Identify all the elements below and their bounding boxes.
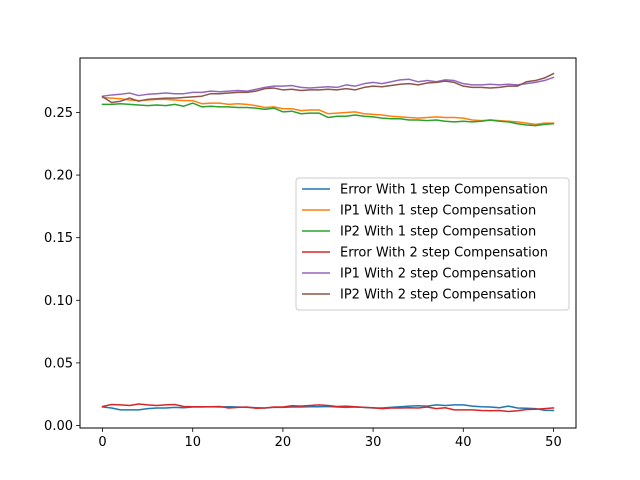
legend-label-4: Error With 2 step Compensation [340, 246, 548, 261]
legend-box [295, 177, 570, 311]
series-line-3 [101, 102, 555, 127]
legend-label-5: IP1 With 2 step Compensation [340, 267, 536, 282]
series-line-6 [101, 72, 555, 104]
series-line-1 [101, 404, 555, 412]
x-tick-label: 30 [365, 435, 382, 450]
legend-label-2: IP1 With 1 step Compensation [340, 204, 536, 219]
y-tick-label: 0.25 [44, 106, 73, 121]
x-tick-label: 0 [98, 435, 106, 450]
y-axis: 0.00 0.05 0.10 0.15 0.20 0.25 [44, 106, 80, 434]
x-tick-label: 50 [545, 435, 562, 450]
legend-label-3: IP2 With 1 step Compensation [340, 225, 536, 240]
x-tick-label: 40 [455, 435, 472, 450]
legend: Error With 1 step Compensation IP1 With 1… [295, 177, 570, 311]
y-tick-label: 0.10 [44, 294, 73, 309]
y-tick-label: 0.00 [44, 419, 73, 434]
series-line-4 [101, 403, 555, 413]
x-tick-label: 20 [275, 435, 292, 450]
series-line-5 [101, 76, 555, 98]
y-tick-label: 0.20 [44, 169, 73, 184]
legend-label-1: Error With 1 step Compensation [340, 183, 548, 198]
y-tick-label: 0.15 [44, 231, 73, 246]
series-line-2 [101, 96, 555, 126]
plot-frame [79, 57, 577, 429]
x-tick-label: 10 [184, 435, 201, 450]
series-layer [101, 72, 555, 413]
y-tick-label: 0.05 [44, 356, 73, 371]
x-axis: 0 10 20 30 40 50 [98, 428, 562, 450]
legend-label-6: IP2 With 2 step Compensation [340, 288, 536, 303]
